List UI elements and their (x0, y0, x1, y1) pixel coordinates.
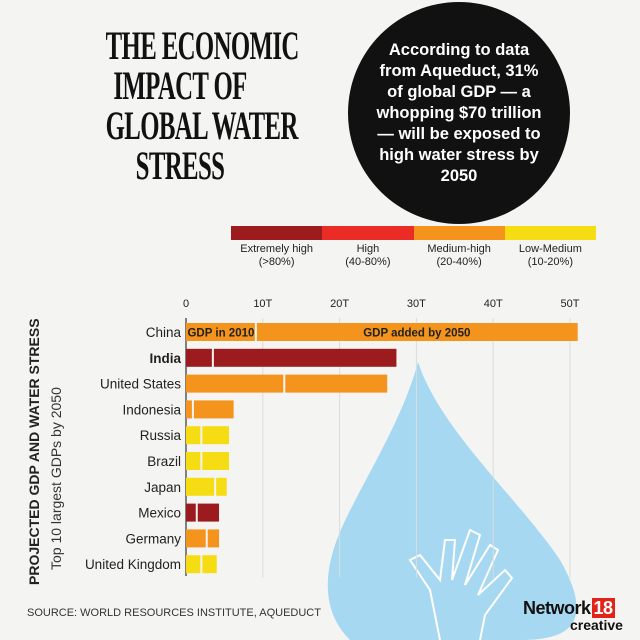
category-label: United Kingdom (85, 557, 181, 572)
category-label: United States (100, 377, 181, 392)
hand-icon (408, 528, 514, 640)
legend-swatch (413, 226, 505, 240)
logo-subtext: creative (570, 617, 623, 633)
x-tick-label: 30T (407, 298, 426, 310)
legend-item: High (40-80%) (322, 243, 413, 269)
legend-item: Low-Medium (10-20%) (505, 243, 596, 269)
legend-color-bar (231, 226, 596, 240)
x-tick-label: 0 (183, 298, 189, 310)
x-tick-label: 50T (561, 298, 580, 310)
bar-gdp-added (216, 477, 227, 496)
bar-gdp-2010 (186, 374, 284, 393)
legend-labels: Extremely high (>80%) High (40-80%) Medium-h… (231, 243, 596, 269)
bar-gdp-added (197, 503, 220, 522)
legend-swatch (504, 226, 596, 240)
callout-circle: According to data from Aqueduct, 31% of … (348, 2, 570, 224)
title-line: STRESS (135, 143, 225, 188)
category-label: India (149, 351, 181, 366)
bar-gdp-added (202, 555, 217, 574)
x-tick-label: 20T (330, 298, 349, 310)
legend-label: High (356, 243, 380, 255)
category-label: Japan (144, 480, 181, 495)
bar-gdp-2010 (186, 323, 255, 341)
bar-gdp-added (207, 529, 220, 548)
water-drop-icon (327, 362, 577, 640)
x-tick-label: 40T (484, 298, 503, 310)
legend-range: (>80%) (258, 256, 295, 268)
bar-gdp-2010 (186, 426, 201, 445)
legend-range: (10-20%) (527, 256, 573, 268)
bar-gdp-2010 (186, 503, 196, 522)
category-label: Indonesia (122, 402, 181, 417)
logo-number: 18 (591, 598, 615, 618)
segment-label-gdp-2010: GDP in 2010 (187, 328, 254, 340)
side-subtitle: Top 10 largest GDPs by 2050 (48, 387, 64, 570)
segment-label-gdp-added: GDP added by 2050 (363, 328, 470, 340)
x-tick-label: 10T (253, 298, 272, 310)
bar-gdp-added (256, 323, 578, 341)
legend-swatch (322, 226, 414, 240)
callout-text: According to data from Aqueduct, 31% of … (376, 40, 542, 185)
legend-swatch (231, 226, 323, 240)
bar-gdp-2010 (186, 529, 206, 548)
legend-range: (40-80%) (345, 256, 391, 268)
bar-gdp-added (285, 374, 388, 393)
category-label: Germany (125, 531, 181, 546)
legend-label: Extremely high (240, 243, 313, 255)
title-line: IMPACT OF (113, 63, 247, 108)
legend-label: Low-Medium (518, 243, 582, 255)
bar-gdp-2010 (186, 555, 201, 574)
logo-text: Network (523, 598, 591, 618)
bar-gdp-2010 (186, 452, 201, 470)
bar-gdp-added (202, 452, 230, 470)
bar-gdp-added (213, 348, 397, 367)
network18-logo: Network 18 (523, 598, 615, 619)
legend: Extremely high (>80%) High (40-80%) Medium-h… (231, 226, 596, 269)
category-label: Brazil (147, 454, 181, 469)
bar-gdp-2010 (186, 348, 212, 367)
side-title: PROJECTED GDP AND WATER STRESS (26, 318, 42, 585)
category-label: China (146, 325, 182, 340)
bar-gdp-2010 (186, 400, 192, 419)
bar-gdp-added (193, 400, 234, 419)
legend-label: Medium-high (427, 243, 491, 255)
legend-item: Extremely high (>80%) (231, 243, 322, 269)
bar-gdp-2010 (186, 477, 215, 496)
bar-gdp-added (202, 426, 230, 445)
category-label: Mexico (138, 506, 181, 521)
legend-item: Medium-high (20-40%) (414, 243, 505, 269)
category-label: Russia (140, 428, 182, 443)
source-note: SOURCE: WORLD RESOURCES INSTITUTE, AQUED… (27, 607, 321, 619)
legend-range: (20-40%) (436, 256, 482, 268)
